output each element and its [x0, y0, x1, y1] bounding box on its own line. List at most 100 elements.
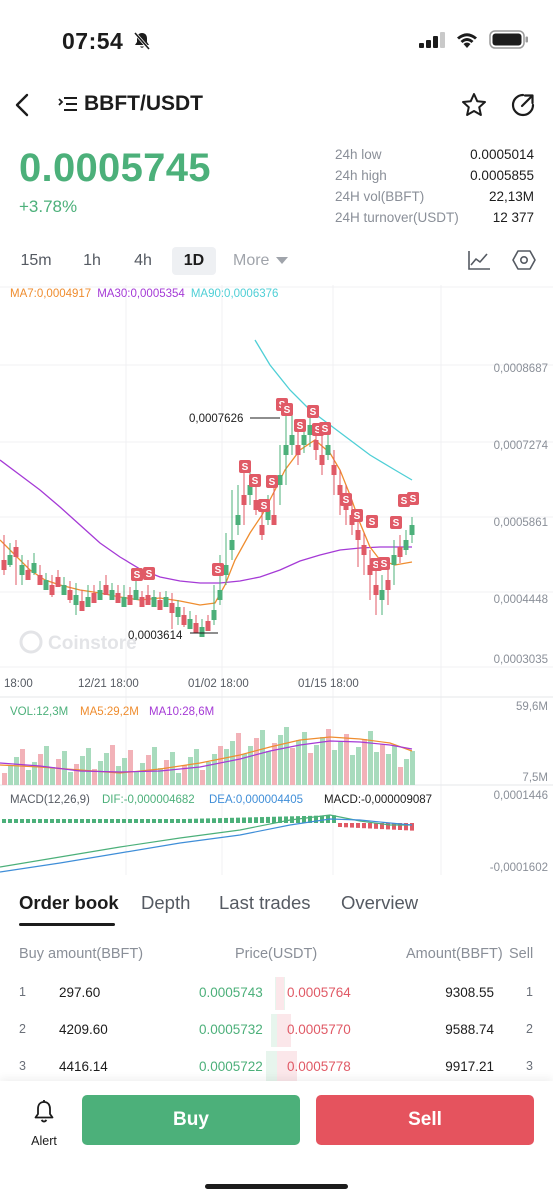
candle-body	[169, 603, 175, 613]
macd-bar	[122, 819, 126, 823]
candle-body	[271, 515, 277, 525]
macd-bar	[260, 817, 264, 823]
macd-bar	[104, 819, 108, 823]
orderbook-row[interactable]: 3 4416.14 0.0005722 0.0005778 9917.21 3	[0, 1049, 553, 1086]
volume-bar	[2, 773, 7, 785]
volume-bar	[8, 765, 13, 785]
ma7-line	[0, 439, 413, 606]
tf-15m[interactable]: 15m	[20, 252, 52, 269]
stats-panel: 24h low 0.0005014 24h high 0.0005855 24H…	[335, 147, 534, 231]
share-icon[interactable]	[510, 92, 536, 118]
tf-1h[interactable]: 1h	[83, 252, 101, 269]
clock-text: 07:54	[62, 28, 124, 54]
vol-axis-label: 7,5M	[522, 772, 548, 784]
orderbook-row[interactable]: 1 297.60 0.0005743 0.0005764 9308.55 1	[0, 975, 553, 1012]
settings-hexagon-icon[interactable]	[512, 247, 536, 273]
macd-bar	[404, 823, 408, 831]
macd-bar	[32, 819, 36, 823]
alert-button[interactable]: Alert	[20, 1099, 68, 1148]
candle-body	[223, 565, 229, 575]
candle-body	[265, 510, 271, 520]
macd-bar	[26, 819, 30, 823]
stat-row: 24H turnover(USDT) 12 377	[335, 210, 534, 231]
buy-price: 0.0005743	[199, 985, 263, 1000]
volume-bar	[308, 753, 313, 785]
nav-bar: BBFT/USDT	[0, 82, 553, 130]
volume-bar	[398, 767, 403, 785]
macd-bar	[302, 816, 306, 823]
orderbook-row[interactable]: 2 4209.60 0.0005732 0.0005770 9588.74 2	[0, 1012, 553, 1049]
volume-bar	[182, 765, 187, 785]
candle-body	[373, 585, 379, 595]
sell-amount: 9308.55	[445, 985, 494, 1000]
volume-bar	[92, 769, 97, 785]
price-chart[interactable]: 0,0008687 0,0007274 0,0005861 0,0004448 0,00…	[0, 285, 553, 875]
time-axis-label: 01/02 18:00	[188, 678, 249, 690]
volume-bar	[74, 764, 79, 785]
volume-bar	[344, 734, 349, 785]
volume-bar	[392, 746, 397, 785]
macd-bar	[188, 818, 192, 823]
sell-marker-label: S	[373, 560, 380, 571]
candle-body	[85, 597, 91, 607]
orderbook-header: Buy amount(BBFT) Price(USDT) Amount(BBFT…	[0, 946, 553, 966]
tab-overview[interactable]: Overview	[341, 892, 419, 913]
pair-selector[interactable]: BBFT/USDT	[58, 92, 203, 116]
volume-bar	[404, 759, 409, 785]
macd-bar	[182, 819, 186, 823]
candle-body	[91, 593, 97, 603]
volume-bar	[176, 773, 181, 785]
sell-marker-label: S	[322, 424, 329, 435]
candle-body	[367, 565, 373, 575]
volume-bar	[128, 750, 133, 785]
line-chart-icon[interactable]	[467, 247, 491, 273]
dif-line	[0, 814, 412, 868]
sell-marker-label: S	[284, 405, 291, 416]
tab-depth[interactable]: Depth	[141, 892, 191, 913]
sell-button[interactable]: Sell	[316, 1095, 534, 1145]
alert-label: Alert	[31, 1134, 57, 1148]
price-axis-label: 0,0003035	[494, 654, 548, 666]
candle-body	[175, 607, 181, 617]
macd-bar	[386, 823, 390, 830]
macd-axis-label: -0,0001602	[490, 862, 548, 874]
macd-bar	[170, 819, 174, 823]
sell-marker	[319, 422, 331, 435]
macd-bar	[362, 823, 366, 829]
buy-amount: 297.60	[59, 985, 101, 1000]
candle-body	[19, 565, 25, 575]
favorite-star-icon[interactable]	[461, 92, 487, 118]
volume-bar	[284, 727, 289, 785]
stat-value: 0.0005855	[470, 168, 534, 183]
volume-bar	[158, 768, 163, 785]
macd-bar	[242, 817, 246, 823]
macd-bar	[140, 819, 144, 823]
candle-body	[235, 515, 241, 525]
vol-ma5-legend: MA5:29,2M	[80, 706, 139, 718]
back-arrow-icon[interactable]	[12, 92, 36, 118]
tab-order-book[interactable]: Order book	[19, 892, 119, 913]
volume-bar	[206, 762, 211, 785]
sell-amount: 9588.74	[445, 1022, 494, 1037]
buy-button[interactable]: Buy	[82, 1095, 300, 1145]
candle-body	[193, 623, 199, 633]
macd-bar	[8, 819, 12, 823]
volume-bar	[68, 772, 73, 785]
bottom-action-bar: Alert Buy Sell	[0, 1081, 553, 1200]
tf-more-dropdown[interactable]: More	[233, 247, 295, 275]
tf-4h[interactable]: 4h	[134, 252, 152, 269]
price-axis-label: 0,0004448	[494, 594, 548, 606]
volume-bar	[98, 761, 103, 785]
tf-1d[interactable]: 1D	[172, 247, 216, 275]
candle-body	[181, 615, 187, 625]
volume-bar	[26, 770, 31, 785]
tab-last-trades[interactable]: Last trades	[219, 892, 311, 913]
macd-bar	[392, 823, 396, 830]
volume-bar	[368, 731, 373, 785]
row-index: 1	[19, 985, 26, 999]
candle-body	[397, 547, 403, 557]
volume-bar	[314, 745, 319, 785]
header-sell: Sell	[509, 946, 534, 962]
candle-body	[301, 435, 307, 445]
sell-marker-label: S	[381, 559, 388, 570]
